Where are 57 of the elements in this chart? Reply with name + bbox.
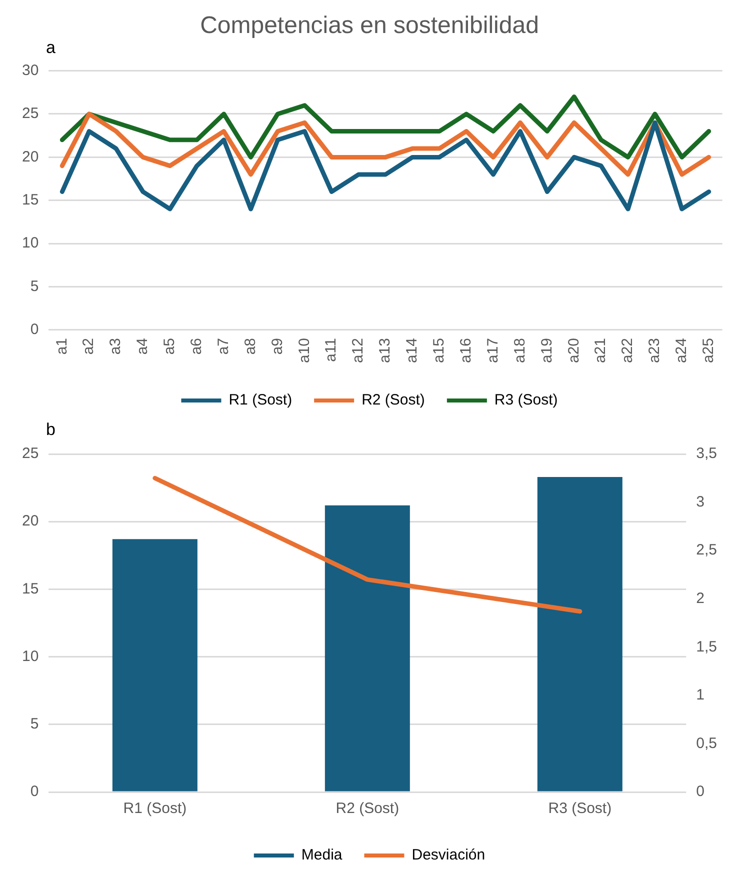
legend-label: Media bbox=[301, 846, 343, 864]
y-tick-label: 10 bbox=[22, 648, 39, 665]
legend-label: R1 (Sost) bbox=[228, 392, 292, 409]
y2-tick-label: 3 bbox=[696, 493, 704, 510]
y-tick-label: 5 bbox=[30, 716, 39, 733]
y2-tick-label: 0,5 bbox=[696, 734, 718, 752]
y-tick-label: 0 bbox=[30, 783, 39, 800]
x-tick-label: a9 bbox=[268, 338, 286, 355]
legend-label: Desviación bbox=[412, 846, 486, 864]
x-tick-label: a20 bbox=[565, 338, 582, 364]
chart-title: Competencias en sostenibilidad bbox=[200, 12, 539, 40]
y-tick-label: 25 bbox=[22, 445, 39, 462]
legend-label: R3 (Sost) bbox=[494, 392, 558, 409]
y-tick-label: 5 bbox=[30, 278, 39, 295]
y2-tick-label: 1 bbox=[696, 686, 704, 704]
x-tick-label: R1 (Sost) bbox=[123, 800, 187, 818]
x-tick-label: a7 bbox=[214, 338, 232, 355]
x-tick-label: a23 bbox=[646, 338, 664, 364]
y2-tick-label: 1,5 bbox=[696, 638, 718, 656]
y-tick-label: 10 bbox=[22, 234, 39, 252]
x-tick-label: a6 bbox=[188, 338, 206, 355]
x-tick-label: a18 bbox=[511, 338, 528, 364]
x-tick-label: a17 bbox=[484, 338, 502, 364]
text: a bbox=[46, 38, 56, 58]
y-tick-label: 25 bbox=[22, 105, 39, 122]
x-tick-label: a22 bbox=[619, 338, 636, 364]
y-tick-label: 30 bbox=[22, 62, 39, 79]
x-tick-label: a5 bbox=[161, 338, 178, 355]
x-tick-label: a1 bbox=[53, 338, 70, 355]
y2-tick-label: 2,5 bbox=[696, 542, 718, 559]
x-tick-label: R2 (Sost) bbox=[336, 800, 400, 818]
y2-tick-label: 0 bbox=[696, 783, 704, 800]
x-tick-label: a15 bbox=[430, 338, 448, 364]
x-tick-label: a10 bbox=[296, 338, 313, 364]
y-tick-label: 15 bbox=[22, 580, 39, 598]
x-tick-label: a8 bbox=[242, 338, 259, 355]
x-tick-label: a3 bbox=[107, 338, 124, 355]
x-tick-label: a13 bbox=[376, 338, 394, 364]
y-tick-label: 20 bbox=[22, 512, 39, 530]
y-tick-label: 0 bbox=[30, 321, 39, 338]
x-tick-label: a12 bbox=[350, 338, 367, 364]
x-tick-label: a21 bbox=[592, 338, 610, 364]
x-tick-label: R3 (Sost) bbox=[548, 800, 612, 818]
x-tick-label: a25 bbox=[700, 338, 717, 364]
x-tick-label: a14 bbox=[404, 338, 421, 364]
x-tick-label: a24 bbox=[673, 338, 690, 364]
y2-tick-label: 2 bbox=[696, 590, 704, 607]
x-tick-label: a2 bbox=[80, 338, 98, 355]
y2-tick-label: 3,5 bbox=[696, 445, 718, 462]
x-tick-label: a4 bbox=[134, 338, 152, 355]
x-tick-label: a11 bbox=[322, 338, 340, 362]
y-tick-label: 15 bbox=[22, 192, 39, 209]
legend-label: R2 (Sost) bbox=[362, 392, 425, 409]
text: b bbox=[46, 420, 56, 440]
x-tick-label: a16 bbox=[457, 338, 474, 364]
x-tick-label: a19 bbox=[538, 338, 556, 364]
y-tick-label: 20 bbox=[22, 148, 39, 166]
